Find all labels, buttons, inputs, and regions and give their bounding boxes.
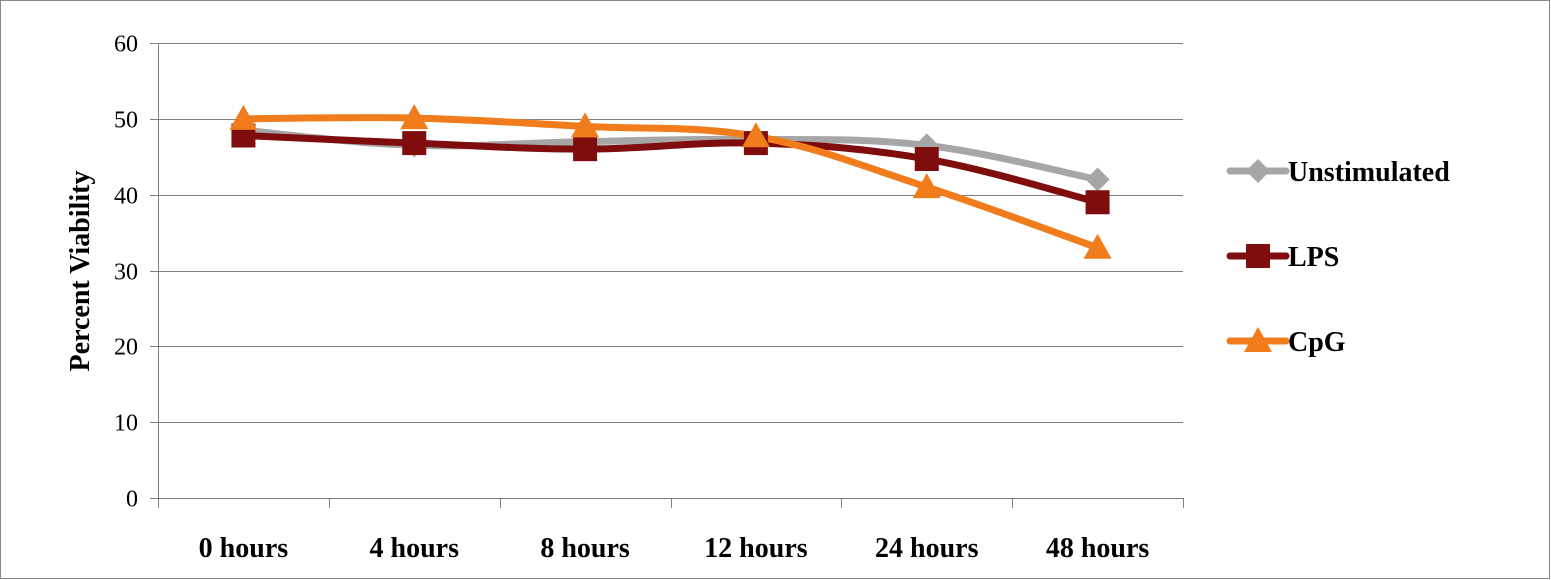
legend-label: LPS bbox=[1288, 242, 1339, 273]
legend-marker bbox=[1246, 159, 1270, 183]
y-tick-label: 0 bbox=[126, 487, 138, 513]
legend: Unstimulated LPS CpG bbox=[1226, 157, 1450, 358]
data-point-cpg bbox=[571, 112, 600, 138]
x-tick-label: 48 hours bbox=[1046, 533, 1150, 564]
legend-marker bbox=[1246, 244, 1270, 268]
data-point-cpg bbox=[741, 122, 770, 148]
x-tick-label: 24 hours bbox=[875, 533, 979, 564]
y-tick-label: 10 bbox=[114, 411, 138, 437]
data-point-lps bbox=[573, 137, 598, 162]
x-tick-label: 0 hours bbox=[199, 533, 289, 564]
x-tick-label: 4 hours bbox=[370, 533, 460, 564]
axes: 0 10 20 30 40 50 60 0 hours 4 hours 8 hours 12 hou… bbox=[114, 32, 1184, 564]
data-point-cpg bbox=[229, 104, 258, 130]
x-tick-label: 12 hours bbox=[704, 533, 808, 564]
series-line-cpg bbox=[239, 114, 1102, 252]
data-point-lps bbox=[402, 131, 427, 156]
y-tick-label: 40 bbox=[114, 184, 138, 210]
series-line-lps bbox=[239, 132, 1102, 206]
y-tick-label: 30 bbox=[114, 260, 138, 286]
series-lines bbox=[239, 114, 1102, 252]
legend-item-unstimulated: Unstimulated bbox=[1226, 157, 1450, 188]
legend-marker bbox=[1244, 327, 1272, 352]
y-tick-label: 60 bbox=[114, 32, 138, 58]
legend-item-lps: LPS bbox=[1226, 242, 1339, 273]
y-tick-label: 50 bbox=[114, 108, 138, 134]
legend-item-cpg: CpG bbox=[1226, 327, 1346, 358]
y-axis-title: Percent Viability bbox=[65, 171, 96, 372]
data-point-lps bbox=[914, 147, 939, 172]
legend-label: CpG bbox=[1288, 327, 1346, 358]
data-point-lps bbox=[1085, 190, 1110, 215]
data-point-cpg bbox=[400, 104, 429, 130]
legend-label: Unstimulated bbox=[1288, 157, 1450, 188]
x-tick-label: 8 hours bbox=[540, 533, 630, 564]
series-markers bbox=[229, 104, 1112, 259]
data-point-unstimulated bbox=[1085, 167, 1110, 192]
data-point-cpg bbox=[912, 173, 941, 199]
data-point-cpg bbox=[1083, 233, 1112, 259]
y-tick-label: 20 bbox=[114, 335, 138, 361]
